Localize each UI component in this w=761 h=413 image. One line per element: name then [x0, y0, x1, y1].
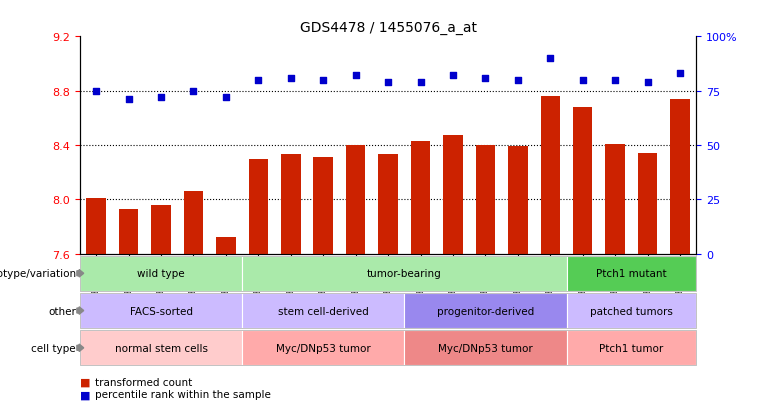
Bar — [573, 108, 593, 254]
Text: Ptch1 tumor: Ptch1 tumor — [600, 343, 664, 353]
Point — [187, 88, 199, 95]
Text: other: other — [48, 306, 76, 316]
Bar — [87, 198, 106, 254]
Point — [544, 55, 556, 62]
Bar — [281, 155, 301, 254]
Point — [609, 77, 621, 84]
Text: Myc/DNp53 tumor: Myc/DNp53 tumor — [275, 343, 371, 353]
Text: Myc/DNp53 tumor: Myc/DNp53 tumor — [438, 343, 533, 353]
Text: Ptch1 mutant: Ptch1 mutant — [596, 268, 667, 279]
Point — [642, 79, 654, 86]
Text: tumor-bearing: tumor-bearing — [367, 268, 441, 279]
Point — [349, 73, 361, 79]
Bar — [314, 158, 333, 254]
Text: normal stem cells: normal stem cells — [114, 343, 208, 353]
Text: FACS-sorted: FACS-sorted — [129, 306, 193, 316]
Point — [285, 75, 297, 82]
Point — [317, 77, 330, 84]
Point — [512, 77, 524, 84]
Text: percentile rank within the sample: percentile rank within the sample — [95, 389, 271, 399]
Point — [220, 95, 232, 101]
Point — [123, 97, 135, 103]
Text: ■: ■ — [80, 389, 91, 399]
Bar — [119, 209, 139, 254]
Bar — [670, 100, 689, 254]
Point — [90, 88, 102, 95]
Point — [415, 79, 427, 86]
Title: GDS4478 / 1455076_a_at: GDS4478 / 1455076_a_at — [300, 21, 476, 35]
Bar — [443, 136, 463, 254]
Text: transformed count: transformed count — [95, 377, 193, 387]
Bar — [183, 192, 203, 254]
Bar — [151, 205, 170, 254]
Point — [382, 79, 394, 86]
Text: patched tumors: patched tumors — [590, 306, 673, 316]
Bar — [606, 144, 625, 254]
Bar — [216, 238, 236, 254]
Bar — [378, 155, 398, 254]
Point — [479, 75, 492, 82]
Bar — [346, 146, 365, 254]
Text: genotype/variation: genotype/variation — [0, 268, 76, 279]
Point — [674, 71, 686, 77]
Bar — [249, 159, 268, 254]
Bar — [540, 97, 560, 254]
Point — [447, 73, 459, 79]
Bar — [638, 154, 658, 254]
Point — [252, 77, 264, 84]
Text: ■: ■ — [80, 377, 91, 387]
Text: stem cell-derived: stem cell-derived — [278, 306, 368, 316]
Text: cell type: cell type — [31, 343, 76, 353]
Bar — [508, 147, 527, 254]
Text: wild type: wild type — [137, 268, 185, 279]
Bar — [476, 146, 495, 254]
Point — [577, 77, 589, 84]
Point — [155, 95, 167, 101]
Bar — [411, 142, 430, 254]
Text: progenitor-derived: progenitor-derived — [437, 306, 534, 316]
